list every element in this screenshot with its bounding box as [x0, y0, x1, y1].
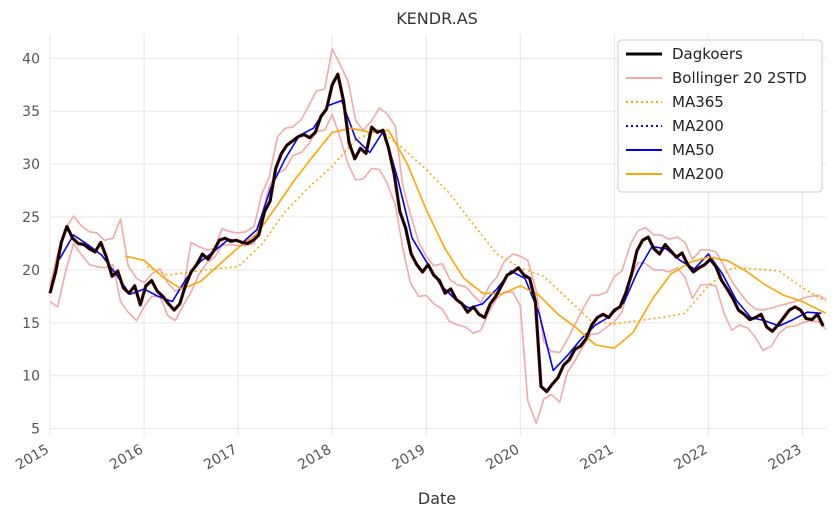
- legend-box: [617, 39, 823, 193]
- x-tick-label: 2022: [672, 442, 711, 474]
- y-tick-label: 25: [22, 210, 40, 226]
- y-tick-label: 20: [22, 263, 40, 279]
- legend-label: MA50: [672, 141, 714, 159]
- x-axis-ticks: 2015 2016 2017 2018 2019 2020 2021 2022 2023: [13, 442, 804, 474]
- x-tick-label: 2021: [577, 442, 616, 474]
- x-tick-label: 2016: [107, 442, 146, 474]
- x-tick-label: 2015: [13, 442, 52, 474]
- series-dagkoers: [49, 73, 825, 393]
- legend: Dagkoers Bollinger 20 2STD MA365 MA200 MA50 M…: [617, 39, 823, 193]
- x-tick-label: 2019: [389, 442, 428, 474]
- legend-label: MA365: [672, 93, 724, 111]
- legend-label: MA200: [672, 165, 724, 183]
- x-tick-label: 2018: [295, 442, 334, 474]
- y-axis-ticks: 5 10 15 20 25 30 35 40: [22, 51, 40, 437]
- x-tick-label: 2023: [766, 442, 805, 474]
- y-tick-label: 15: [22, 316, 40, 332]
- y-tick-label: 40: [22, 51, 40, 67]
- series-ma365-dotted: [146, 128, 827, 325]
- grid: [49, 34, 826, 436]
- y-tick-label: 10: [22, 369, 40, 385]
- series-layer: [48, 47, 827, 425]
- chart-title: KENDR.AS: [396, 9, 478, 28]
- legend-label: Dagkoers: [672, 45, 743, 63]
- y-tick-label: 35: [22, 104, 40, 120]
- x-tick-label: 2020: [483, 442, 522, 474]
- legend-label: Bollinger 20 2STD: [672, 69, 807, 87]
- x-axis-label: Date: [418, 489, 456, 508]
- y-tick-label: 5: [31, 422, 40, 438]
- legend-label: MA200: [672, 117, 724, 135]
- x-tick-label: 2017: [201, 442, 240, 474]
- series-bollinger-lower: [49, 113, 827, 425]
- y-tick-label: 30: [22, 157, 40, 173]
- series-ma200: [125, 127, 827, 350]
